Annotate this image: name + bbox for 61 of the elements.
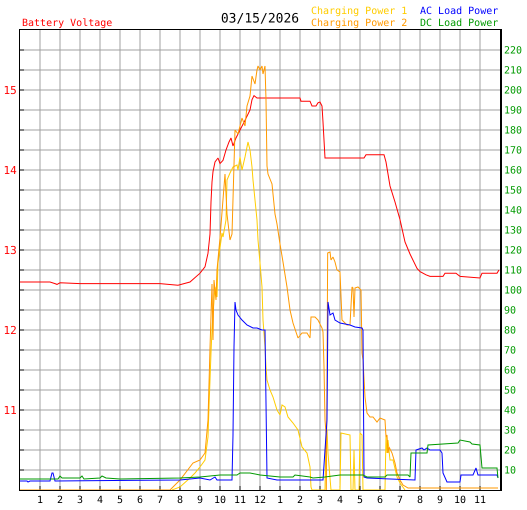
x-tick-label: 1 — [36, 495, 44, 506]
x-tick-label: 8 — [416, 495, 424, 506]
x-tick-label: 9 — [436, 495, 444, 506]
line-series — [20, 302, 498, 482]
text: DC Load Power — [420, 18, 498, 29]
x-tick-label: 5 — [356, 495, 364, 506]
y2-tick-label: 100 — [504, 286, 522, 296]
y-axis-title: Battery Voltage — [22, 18, 112, 29]
x-tick-label: 10 — [214, 495, 226, 506]
y2-tick-label: 30 — [504, 426, 516, 436]
y2-tick-label: 160 — [504, 166, 522, 176]
text: Charging Power 1 — [311, 6, 408, 17]
x-tick-label: 7 — [156, 495, 164, 506]
y-tick-label: 13 — [4, 244, 17, 257]
line-series — [20, 440, 498, 480]
line-series — [20, 66, 498, 490]
x-tick-label: 12 — [254, 495, 266, 506]
x-tick-label: 7 — [396, 495, 404, 506]
y2-tick-label: 210 — [504, 66, 522, 76]
y2-tick-label: 200 — [504, 86, 522, 96]
y2-tick-label: 120 — [504, 246, 522, 256]
x-tick-label: 2 — [56, 495, 64, 506]
y2-tick-label: 220 — [504, 46, 522, 56]
y2-tick-label: 40 — [504, 406, 516, 416]
y2-tick-label: 110 — [504, 266, 522, 276]
y2-tick-label: 20 — [504, 446, 516, 456]
y2-tick-label: 50 — [504, 386, 516, 396]
y-tick-label: 14 — [4, 164, 18, 177]
x-tick-label: 9 — [196, 495, 204, 506]
y2-tick-label: 70 — [504, 346, 516, 356]
y-tick-label: 11 — [4, 404, 17, 417]
y2-tick-label: 180 — [504, 126, 522, 136]
x-tick-label: 6 — [136, 495, 144, 506]
text: AC Load Power — [420, 6, 498, 17]
line-series — [20, 95, 500, 286]
x-tick-label: 4 — [96, 495, 104, 506]
y2-tick-label: 90 — [504, 306, 516, 316]
x-tick-label: 2 — [296, 495, 304, 506]
text: Charging Power 2 — [311, 18, 408, 29]
x-tick-label: 3 — [76, 495, 84, 506]
y2-tick-label: 60 — [504, 366, 516, 376]
y2-tick-label: 130 — [504, 226, 522, 236]
x-tick-label: 8 — [176, 495, 184, 506]
y2-tick-label: 140 — [504, 206, 522, 216]
line-series — [172, 142, 406, 490]
y-tick-label: 12 — [4, 324, 17, 337]
x-tick-label: 5 — [116, 495, 124, 506]
y-tick-label: 15 — [4, 84, 17, 97]
x-tick-label: 10 — [454, 495, 466, 506]
chart-title: 03/15/2026 — [220, 12, 300, 27]
y2-tick-label: 190 — [504, 106, 522, 116]
y2-tick-label: 170 — [504, 146, 522, 156]
x-tick-label: 1 — [276, 495, 284, 506]
x-tick-label: 6 — [376, 495, 384, 506]
x-tick-label: 4 — [336, 495, 344, 506]
y2-tick-label: 80 — [504, 326, 516, 336]
y2-tick-label: 10 — [504, 466, 516, 476]
x-tick-label: 3 — [316, 495, 324, 506]
y2-tick-label: 150 — [504, 186, 522, 196]
x-tick-label: 11 — [234, 495, 246, 506]
x-tick-label: 11 — [474, 495, 486, 506]
